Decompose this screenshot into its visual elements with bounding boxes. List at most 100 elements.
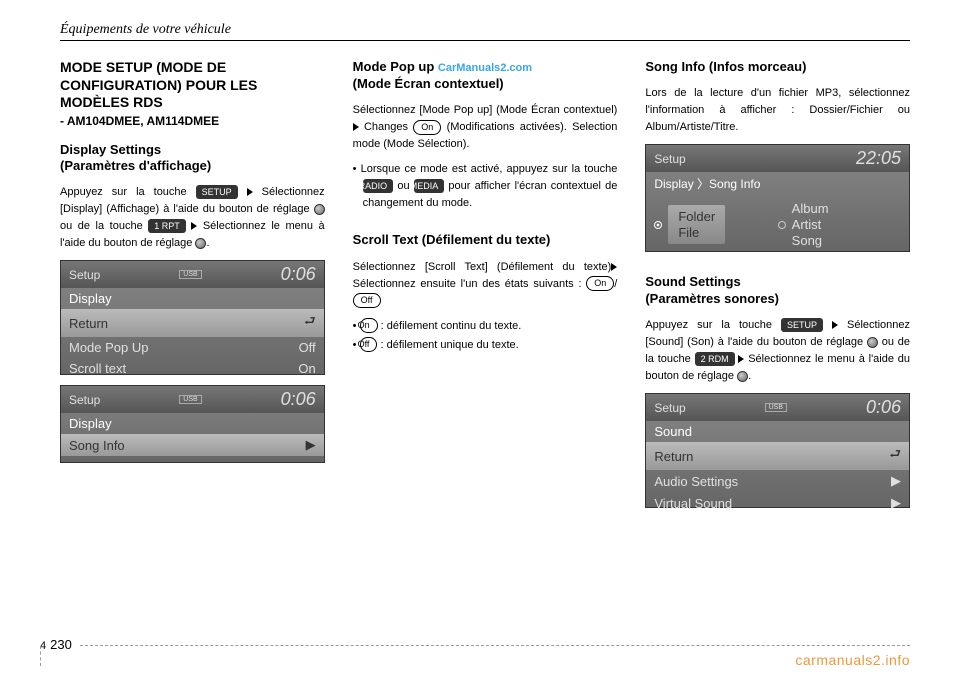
column-3: Song Info (Infos morceau) Lors de la lec…: [645, 59, 910, 518]
footer: 4230: [40, 645, 910, 646]
page-number-value: 230: [50, 637, 72, 652]
screen-option: File: [678, 225, 699, 240]
knob-icon: [314, 204, 325, 215]
heading-line: MODE SETUP (MODE DE: [60, 59, 226, 75]
text: Lorsque ce mode est activé, appuyez sur …: [361, 163, 618, 175]
screen-title: Setup: [654, 401, 685, 415]
screen-option: Artist: [792, 217, 822, 232]
display-screenshot-4: Setup USB 0:06 Sound Return⮐ Audio Setti…: [645, 393, 910, 508]
radio-button-label: RADIO: [363, 179, 394, 193]
radio-selected-icon: [654, 221, 662, 229]
on-pill: On: [586, 276, 614, 291]
text: Appuyez sur la touche: [645, 319, 781, 331]
screen-row: Virtual Sound: [654, 496, 732, 511]
on-pill: On: [360, 318, 378, 333]
screen-value: On: [298, 361, 315, 376]
knob-icon: [867, 337, 878, 348]
heading-line: (Mode Écran contextuel): [353, 76, 504, 91]
knob-icon: [737, 371, 748, 382]
screen-option: Folder: [678, 209, 715, 224]
display-screenshot-2: Setup USB 0:06 Display Song Info▶: [60, 385, 325, 463]
screen-value: Off: [299, 340, 316, 355]
media-button-label: MEDIA: [414, 179, 445, 193]
column-1: MODE SETUP (MODE DE CONFIGURATION) POUR …: [60, 59, 325, 518]
heading-line: MODÈLES RDS: [60, 94, 163, 110]
usb-badge: USB: [765, 403, 787, 412]
text: ou de la touche: [60, 220, 148, 232]
subsection-heading: Display Settings (Paramètres d'affichage…: [60, 142, 325, 175]
screen-time: 0:06: [866, 397, 901, 418]
subsection-heading: Mode Pop up CarManuals2.com (Mode Écran …: [353, 59, 618, 92]
list-item: • On : défilement continu du texte.: [353, 318, 618, 335]
off-pill: Off: [360, 337, 378, 352]
page-number: 4230: [40, 637, 72, 652]
bullet-list: • On : défilement continu du texte. • Of…: [353, 318, 618, 354]
text: : défilement continu du texte.: [378, 320, 522, 332]
text: .: [748, 370, 751, 382]
heading-line: Display Settings: [60, 142, 161, 157]
on-pill: On: [413, 120, 441, 135]
setup-button-label: SETUP: [781, 318, 823, 332]
heading-line: (Paramètres sonores): [645, 291, 779, 306]
screen-row: Sound: [654, 424, 692, 439]
screen-option: Song: [792, 233, 822, 248]
rdm-button-label: 2 RDM: [695, 352, 735, 366]
screen-title: Setup: [69, 393, 100, 407]
screen-time: 0:06: [281, 264, 316, 285]
screen-row: Song Info: [69, 438, 125, 453]
setup-button-label: SETUP: [196, 185, 238, 199]
heading-line: (Paramètres d'affichage): [60, 158, 211, 173]
screen-row: Return: [654, 449, 693, 464]
text: Appuyez sur la touche: [60, 186, 196, 198]
radio-unselected-icon: [778, 221, 786, 229]
list-item: • Off : défilement unique du texte.: [353, 337, 618, 354]
heading-line: Mode Pop up: [353, 59, 435, 74]
model-codes: - AM104DMEE, AM114DMEE: [60, 114, 325, 128]
watermark-orange: carmanuals2.info: [795, 652, 910, 668]
heading-line: CONFIGURATION) POUR LES: [60, 77, 257, 93]
screen-row: Mode Pop Up: [69, 340, 149, 355]
display-screenshot-1: Setup USB 0:06 Display Return⮐ Mode Pop …: [60, 260, 325, 375]
column-2: Mode Pop up CarManuals2.com (Mode Écran …: [353, 59, 618, 518]
heading-line: Sound Settings: [645, 274, 740, 289]
paragraph: Sélectionnez [Scroll Text] (Défilement d…: [353, 259, 618, 310]
triangle-icon: [611, 263, 617, 271]
subsection-heading: Song Info (Infos morceau): [645, 59, 910, 75]
knob-icon: [195, 238, 206, 249]
text: Sélectionnez [Mode Pop up] (Mode Écran c…: [353, 104, 618, 116]
text: Sélectionnez [Scroll Text] (Défilement d…: [353, 261, 612, 273]
paragraph: Appuyez sur la touche SETUP Sélectionnez…: [60, 184, 325, 252]
list-item: • Lorsque ce mode est activé, appuyez su…: [353, 161, 618, 212]
screen-time: 22:05: [856, 148, 901, 169]
screen-row: Audio Settings: [654, 474, 738, 489]
paragraph: Sélectionnez [Mode Pop up] (Mode Écran c…: [353, 102, 618, 153]
off-pill: Off: [353, 293, 381, 308]
corner-dash: [40, 646, 41, 666]
screen-row: Return: [69, 316, 108, 331]
screen-title: Setup: [654, 152, 685, 166]
paragraph: Appuyez sur la touche SETUP Sélectionnez…: [645, 317, 910, 385]
screen-row: Scroll text: [69, 361, 126, 376]
bullet-list: • Lorsque ce mode est activé, appuyez su…: [353, 161, 618, 212]
text: Sélectionnez ensuite l'un des états suiv…: [353, 278, 587, 290]
screen-row: Display: [69, 291, 112, 306]
text: Changes: [359, 121, 414, 133]
rpt-button-label: 1 RPT: [148, 219, 186, 233]
screen-title: Setup: [69, 268, 100, 282]
screen-row: Display: [69, 416, 112, 431]
screen-time: 0:06: [281, 389, 316, 410]
subsection-heading: Sound Settings (Paramètres sonores): [645, 274, 910, 307]
usb-badge: USB: [179, 270, 201, 279]
screen-breadcrumb: Display 〉Song Info: [654, 175, 760, 192]
subsection-heading: Scroll Text (Défilement du texte): [353, 232, 618, 248]
text: : défilement unique du texte.: [377, 339, 518, 351]
header-title: Équipements de votre véhicule: [60, 22, 910, 38]
display-screenshot-3: Setup 22:05 Display 〉Song Info Folder Fi…: [645, 144, 910, 252]
header-rule: [60, 40, 910, 41]
footer-rule: [80, 645, 910, 646]
watermark-blue: CarManuals2.com: [438, 62, 532, 74]
screen-option: Album: [792, 201, 829, 216]
paragraph: Lors de la lecture d'un fichier MP3, sél…: [645, 85, 910, 136]
section-heading: MODE SETUP (MODE DE CONFIGURATION) POUR …: [60, 59, 325, 112]
text: .: [206, 237, 209, 249]
